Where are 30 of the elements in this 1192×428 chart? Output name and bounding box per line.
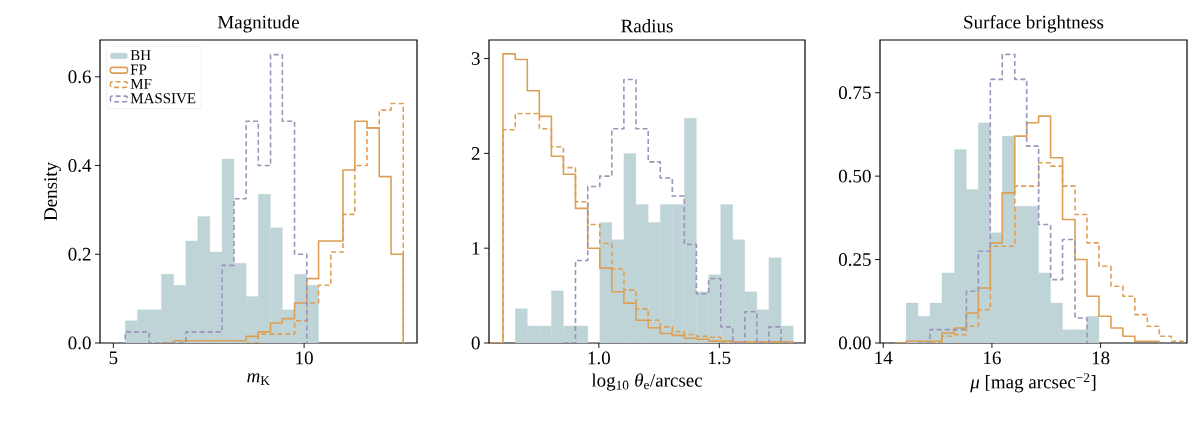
y-tick-label: 1 <box>472 241 480 255</box>
x-tick-label: 14 <box>875 351 893 365</box>
x-tick-label: 16 <box>984 351 1001 365</box>
chart-title: Surface brightness <box>964 14 1104 33</box>
y-tick-label: 0.0 <box>68 336 91 350</box>
legend-label: BH <box>130 50 151 61</box>
x-axis-title: log$_{10}$ θ$_{e}$/arcsec <box>591 373 703 391</box>
legend-label: MASSIVE <box>130 93 196 104</box>
x-tick-label: 18 <box>1092 351 1110 365</box>
y-tick-label: 0.25 <box>838 253 871 267</box>
chart-title: Radius <box>621 19 673 33</box>
y-axis-title: Density <box>44 162 61 221</box>
x-tick-label: 5 <box>109 351 118 365</box>
x-axis-title: m$_{K}$ <box>247 373 270 385</box>
y-tick-label: 3 <box>471 52 480 65</box>
y-tick-label: 0.75 <box>838 86 871 100</box>
legend-label: FP <box>130 64 147 75</box>
chart-title: Magnitude <box>217 15 300 33</box>
x-tick-label: 1.5 <box>709 351 731 365</box>
x-tick-label: 1.0 <box>588 351 610 365</box>
y-tick-label: 0.00 <box>838 336 871 350</box>
x-axis-title: μ [mag arcsec$^{−2}$] <box>970 373 1096 393</box>
y-tick-label: 0 <box>471 336 480 350</box>
y-tick-label: 0.4 <box>68 159 92 172</box>
legend-label: MF <box>130 78 152 89</box>
y-tick-label: 0.6 <box>68 70 91 84</box>
y-tick-label: 2 <box>471 147 480 160</box>
y-tick-label: 0.50 <box>838 169 871 183</box>
x-tick-label: 10 <box>296 351 313 365</box>
y-tick-label: 0.2 <box>68 247 91 261</box>
